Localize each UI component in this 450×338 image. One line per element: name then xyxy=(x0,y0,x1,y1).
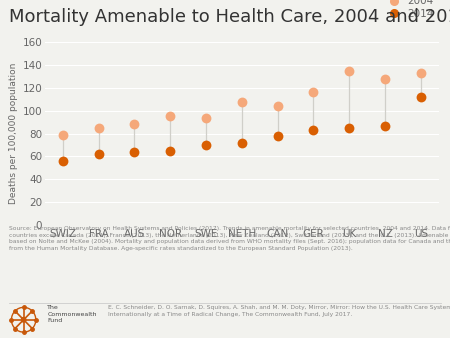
Point xyxy=(59,158,67,164)
Point xyxy=(274,133,281,139)
Point xyxy=(131,149,138,154)
Legend: 2004, 2014: 2004, 2014 xyxy=(383,0,433,19)
Point xyxy=(238,140,246,145)
Text: Source: European Observatory on Health Systems and Policies (2017). Trends in am: Source: European Observatory on Health S… xyxy=(9,226,450,251)
Point xyxy=(166,148,174,153)
Point xyxy=(346,68,353,73)
Point xyxy=(417,70,424,76)
Text: Mortality Amenable to Health Care, 2004 and 2014: Mortality Amenable to Health Care, 2004 … xyxy=(9,8,450,26)
Point xyxy=(310,90,317,95)
Y-axis label: Deaths per 100,000 population: Deaths per 100,000 population xyxy=(9,63,18,204)
Circle shape xyxy=(22,317,26,322)
Point xyxy=(417,94,424,100)
Point xyxy=(310,127,317,133)
Point xyxy=(238,99,246,104)
Point xyxy=(382,123,389,128)
Point xyxy=(59,132,67,137)
Point xyxy=(382,76,389,81)
Point xyxy=(346,125,353,130)
Point xyxy=(274,103,281,109)
Point xyxy=(95,125,102,130)
Point xyxy=(202,142,210,148)
Text: The
Commonwealth
Fund: The Commonwealth Fund xyxy=(47,305,97,323)
Point xyxy=(131,122,138,127)
Point xyxy=(166,114,174,119)
Text: E. C. Schneider, D. O. Sarnak, D. Squires, A. Shah, and M. M. Doty, Mirror, Mirr: E. C. Schneider, D. O. Sarnak, D. Squire… xyxy=(108,305,450,317)
Point xyxy=(95,151,102,157)
Point xyxy=(202,115,210,120)
